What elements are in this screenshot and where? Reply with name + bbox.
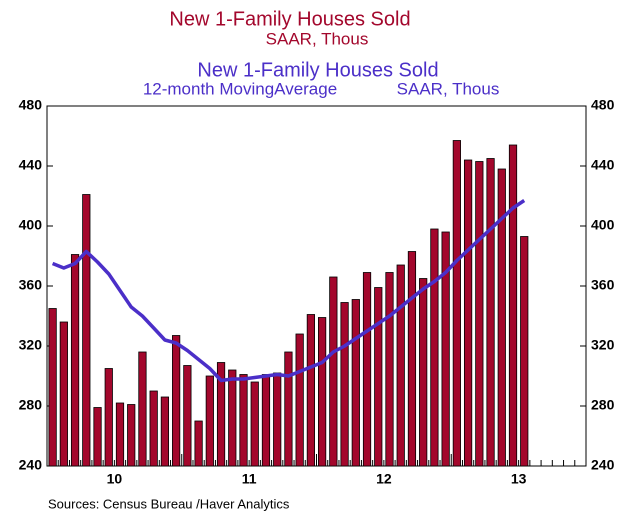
- bar: [306, 314, 315, 467]
- line-title: New 1-Family Houses Sold: [197, 59, 438, 81]
- y2-tick-label: 240: [591, 457, 615, 473]
- bar: [172, 335, 181, 467]
- y-tick-label: 320: [19, 337, 43, 353]
- bar: [486, 158, 495, 467]
- y2-tick-label: 480: [591, 97, 615, 113]
- bar: [194, 420, 203, 467]
- line-subtitle: 12-month MovingAverage: [143, 79, 337, 98]
- bar: [273, 372, 282, 467]
- bar: [329, 276, 338, 467]
- x-tick-label: 12: [376, 471, 392, 487]
- y-tick-label: 400: [19, 217, 43, 233]
- bar: [452, 140, 461, 467]
- bar: [385, 272, 394, 467]
- bar: [127, 404, 136, 467]
- bar: [82, 194, 91, 467]
- y-tick-label: 440: [19, 157, 43, 173]
- bar: [104, 368, 113, 467]
- bar: [239, 374, 248, 467]
- y2-tick-label: 320: [591, 337, 615, 353]
- moving-average-line: [51, 199, 526, 383]
- bar: [362, 272, 372, 467]
- bar: [160, 396, 170, 467]
- y-tick-label: 280: [19, 397, 43, 413]
- bar: [351, 299, 360, 467]
- source-note: Sources: Census Bureau /Haver Analytics: [48, 496, 290, 511]
- y-tick-label: 480: [19, 97, 43, 113]
- bar: [70, 254, 80, 467]
- y-tick-label: 360: [19, 277, 43, 293]
- bar: [284, 351, 293, 467]
- bar: [250, 381, 259, 467]
- bar: [216, 362, 226, 467]
- x-tick-label: 10: [107, 471, 123, 487]
- y2-tick-label: 280: [591, 397, 615, 413]
- x-tick-label: 13: [511, 471, 527, 487]
- y-tick-label: 240: [19, 457, 43, 473]
- bar: [115, 402, 125, 467]
- y2-tick-label: 360: [591, 277, 615, 293]
- bar: [396, 264, 405, 467]
- y2-tick-label: 440: [591, 157, 615, 173]
- bar: [475, 161, 484, 467]
- chart-subtitle: SAAR, Thous: [266, 29, 369, 48]
- bar: [497, 168, 506, 467]
- bar: [430, 228, 439, 467]
- chart-title: New 1-Family Houses Sold: [169, 8, 410, 30]
- bar: [508, 144, 518, 467]
- bar: [48, 308, 57, 467]
- bar: [441, 231, 450, 467]
- bar: [419, 278, 428, 467]
- bar: [93, 407, 102, 467]
- bar: [295, 333, 304, 467]
- bar: [59, 321, 68, 467]
- bar: [183, 365, 192, 467]
- x-tick-label: 11: [242, 471, 257, 487]
- bar: [138, 351, 147, 467]
- bar: [340, 302, 349, 467]
- bar: [463, 159, 473, 467]
- bar: [149, 390, 158, 467]
- line-units: SAAR, Thous: [397, 79, 500, 98]
- bar: [261, 374, 271, 467]
- bar: [318, 317, 327, 467]
- y2-tick-label: 400: [591, 217, 615, 233]
- bar: [374, 287, 383, 467]
- bar: [205, 375, 214, 467]
- bar: [520, 236, 529, 467]
- bar: [407, 251, 417, 467]
- bar: [228, 369, 237, 467]
